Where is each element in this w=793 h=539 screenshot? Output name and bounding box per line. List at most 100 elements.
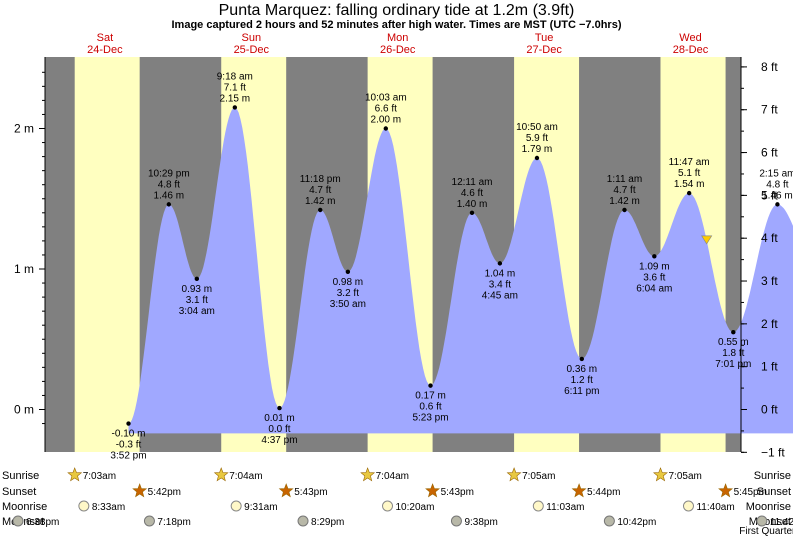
sunset-time: 5:45pm xyxy=(734,487,767,498)
tide-label-line: 7:01 pm xyxy=(715,359,751,370)
chart-subtitle: Image captured 2 hours and 52 minutes af… xyxy=(171,19,622,31)
tide-point xyxy=(775,202,780,207)
moonset-icon xyxy=(12,515,24,527)
tide-point xyxy=(731,330,736,335)
tide-label-line: 4:45 am xyxy=(482,290,518,301)
tide-label-line: 1.42 m xyxy=(305,196,336,207)
tide-label-line: 5.9 ft xyxy=(526,133,548,144)
low-tide-label: 1.04 m3.4 ft4:45 am xyxy=(482,268,518,301)
moonset-time: 6:38pm xyxy=(26,517,59,528)
right-tick-label: 4 ft xyxy=(761,231,778,245)
right-tick-label: 0 ft xyxy=(761,403,778,417)
tide-label-line: 11:18 pm xyxy=(300,174,341,185)
tide-label-line: 1.46 m xyxy=(762,190,793,201)
moonrise-time: 8:33am xyxy=(92,502,125,513)
tide-point xyxy=(686,190,692,196)
day-name-label: Wed xyxy=(679,32,701,44)
right-tick-label: 8 ft xyxy=(761,60,778,74)
sunset-time: 5:43pm xyxy=(441,487,474,498)
tide-label-line: 6:11 pm xyxy=(564,386,599,397)
right-tick-label: 3 ft xyxy=(761,274,778,288)
tide-point xyxy=(166,202,172,207)
moonrise-icon xyxy=(532,500,544,512)
tide-label-line: 1.42 m xyxy=(609,196,640,207)
tide-label-line: 6.6 ft xyxy=(375,104,397,115)
sunset-time: 5:44pm xyxy=(587,487,620,498)
tide-point xyxy=(194,276,200,282)
moonset-icon xyxy=(143,515,155,527)
sunrise-time: 7:05am xyxy=(668,471,701,482)
sunset-time: 5:42pm xyxy=(148,487,181,498)
right-tick-label: −1 ft xyxy=(761,445,785,459)
tide-label-line: 6:04 am xyxy=(636,283,672,294)
tide-label-line: 2.15 m xyxy=(220,93,251,104)
tide-point xyxy=(579,356,584,362)
row-label-left: Sunrise xyxy=(2,470,39,482)
tide-label-line: 4.7 ft xyxy=(309,185,331,196)
sunset-icon xyxy=(718,483,734,498)
high-tide-label: 9:18 am7.1 ft2.15 m xyxy=(217,71,253,104)
tide-label-line: 1.54 m xyxy=(674,179,705,190)
daylight-band xyxy=(74,57,140,452)
row-label-left: Sunset xyxy=(2,486,36,498)
tide-label-line: 5.1 ft xyxy=(678,168,700,179)
tide-point xyxy=(534,155,540,161)
moonset-time: 9:38pm xyxy=(464,517,497,528)
left-tick-label: 0 m xyxy=(14,403,34,417)
moonrise-icon xyxy=(230,500,242,512)
sunset-icon xyxy=(278,483,294,498)
tide-label-line: 1.8 ft xyxy=(722,348,744,359)
moonset-time: 8:29pm xyxy=(311,517,344,528)
tide-label-line: 3:50 am xyxy=(330,299,366,310)
sunrise-time: 7:04am xyxy=(229,471,262,482)
right-tick-label: 2 ft xyxy=(761,317,778,331)
row-label-right: Sunset xyxy=(757,486,791,498)
tide-label-line: 4.8 ft xyxy=(766,179,788,190)
high-tide-label: 12:11 am4.6 ft1.40 m xyxy=(452,177,493,210)
sunset-icon xyxy=(425,483,441,498)
tide-label-line: 1:11 am xyxy=(607,174,642,185)
day-date-label: 27-Dec xyxy=(526,44,562,56)
day-date-label: 25-Dec xyxy=(234,44,270,56)
sunset-time: 5:43pm xyxy=(294,487,327,498)
sunrise-time: 7:04am xyxy=(376,471,409,482)
low-tide-label: -0.10 m-0.3 ft3:52 pm xyxy=(110,429,146,462)
day-name-label: Sun xyxy=(242,32,262,44)
low-tide-label: 0.01 m0.0 ft4:37 pm xyxy=(261,413,297,446)
sunrise-icon xyxy=(506,467,522,482)
tide-point xyxy=(497,261,503,266)
low-tide-label: 0.36 m1.2 ft6:11 pm xyxy=(564,364,599,397)
moonset-time: 10:42pm xyxy=(617,517,656,528)
chart-title: Punta Marquez: falling ordinary tide at … xyxy=(218,2,575,19)
tide-label-line: 1.09 m xyxy=(639,261,670,272)
tide-label-line: 3:04 am xyxy=(179,306,215,317)
tide-point xyxy=(232,105,238,110)
left-tick-label: 1 m xyxy=(14,262,34,276)
day-date-label: 24-Dec xyxy=(87,44,123,56)
tide-label-line: 12:11 am xyxy=(452,177,493,188)
tide-label-line: 3.2 ft xyxy=(337,288,359,299)
row-label-left: Moonrise xyxy=(2,501,47,513)
sunset-icon xyxy=(571,483,587,498)
high-tide-label: 10:50 am5.9 ft1.79 m xyxy=(516,122,558,155)
high-tide-label: 10:03 am6.6 ft2.00 m xyxy=(365,93,407,126)
tide-point xyxy=(469,210,475,215)
tide-label-line: 1.40 m xyxy=(457,199,488,210)
tide-label-line: 7.1 ft xyxy=(224,82,246,93)
tide-label-line: 5:23 pm xyxy=(412,413,448,424)
day-name-label: Mon xyxy=(387,32,408,44)
tide-point xyxy=(126,421,131,426)
tide-label-line: -0.10 m xyxy=(112,429,146,440)
sunrise-icon xyxy=(67,467,83,482)
moonrise-icon xyxy=(78,500,90,512)
sunrise-time: 7:03am xyxy=(83,471,116,482)
tide-label-line: 1.46 m xyxy=(154,190,185,201)
moon-phase-note: First Quarter | 6:20pm xyxy=(739,526,793,537)
tide-label-line: 1.04 m xyxy=(485,268,516,279)
tide-point xyxy=(318,207,323,213)
tide-label-line: 2.00 m xyxy=(371,115,402,126)
tide-label-line: 0.55 m xyxy=(718,337,749,348)
tide-label-line: 1.79 m xyxy=(522,144,553,155)
axes: 0 m 1 m 2 m −1 ft 0 ft 1 ft 2 ft 3 ft 4 ft 5 ft 6 … xyxy=(14,57,785,459)
